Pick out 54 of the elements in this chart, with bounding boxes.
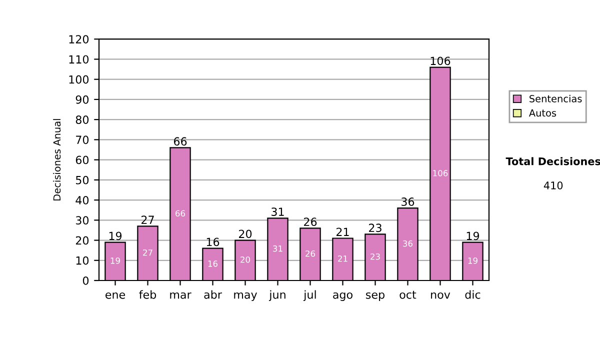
total-label: 31 [272, 208, 284, 216]
data-label: 26 [306, 250, 316, 257]
x-tick-label: oct [400, 290, 416, 299]
total-label: 106 [430, 56, 450, 66]
total-label: 19 [109, 232, 122, 240]
total-label: 16 [206, 238, 220, 246]
y-tick-label: 110 [69, 55, 89, 64]
x-tick-label: sep [366, 292, 384, 301]
y-tick-label: 40 [76, 196, 89, 204]
y-tick-label: 60 [76, 156, 89, 164]
x-tick-label: mar [170, 292, 192, 299]
legend-label: Autos [528, 109, 556, 117]
data-label: 19 [468, 258, 478, 264]
x-tick-label: feb [139, 290, 156, 299]
x-tick-label: nov [431, 292, 450, 299]
data-label: 19 [110, 258, 120, 264]
y-tick-label: 0 [82, 276, 89, 285]
x-tick-label: dic [465, 290, 480, 299]
data-label: 36 [403, 240, 413, 247]
data-label: 106 [433, 170, 448, 176]
y-tick-label: 70 [76, 136, 89, 144]
y-tick-label: 80 [76, 116, 89, 124]
y-tick-label: 100 [69, 75, 89, 84]
total-label: 19 [466, 232, 480, 240]
data-label: 31 [273, 245, 282, 252]
data-label: 66 [176, 210, 186, 217]
x-tick-label: ago [333, 292, 352, 301]
legend-label: Sentencias [530, 94, 582, 102]
data-label: 27 [143, 249, 152, 256]
total-label: 23 [368, 224, 382, 232]
total-label: 27 [141, 216, 154, 224]
x-tick-label: ene [106, 292, 126, 299]
x-tick-label: jul [303, 290, 316, 301]
y-tick-label: 50 [76, 176, 89, 184]
data-label: 16 [208, 260, 218, 267]
x-tick-label: abr [204, 290, 222, 299]
total-label: 66 [174, 137, 187, 146]
total-label: 21 [336, 228, 349, 236]
data-label: 20 [240, 256, 250, 263]
text: Total Decisiones [506, 157, 600, 166]
x-tick-label: may [234, 292, 258, 301]
y-tick-label: 90 [76, 95, 89, 104]
total-label: 20 [238, 230, 252, 238]
y-tick-label: 30 [76, 216, 89, 225]
data-label: 23 [370, 253, 380, 260]
x-tick-label: jun [268, 290, 286, 301]
y-tick-label: 20 [76, 236, 89, 245]
data-label: 21 [338, 255, 348, 262]
y-tick-label: 120 [69, 35, 89, 44]
text: 410 [544, 181, 563, 190]
y-tick-label: 10 [76, 256, 89, 265]
total-label: 36 [402, 198, 414, 206]
y-axis-title: Decisiones Anual [53, 119, 61, 200]
total-label: 26 [304, 218, 317, 226]
